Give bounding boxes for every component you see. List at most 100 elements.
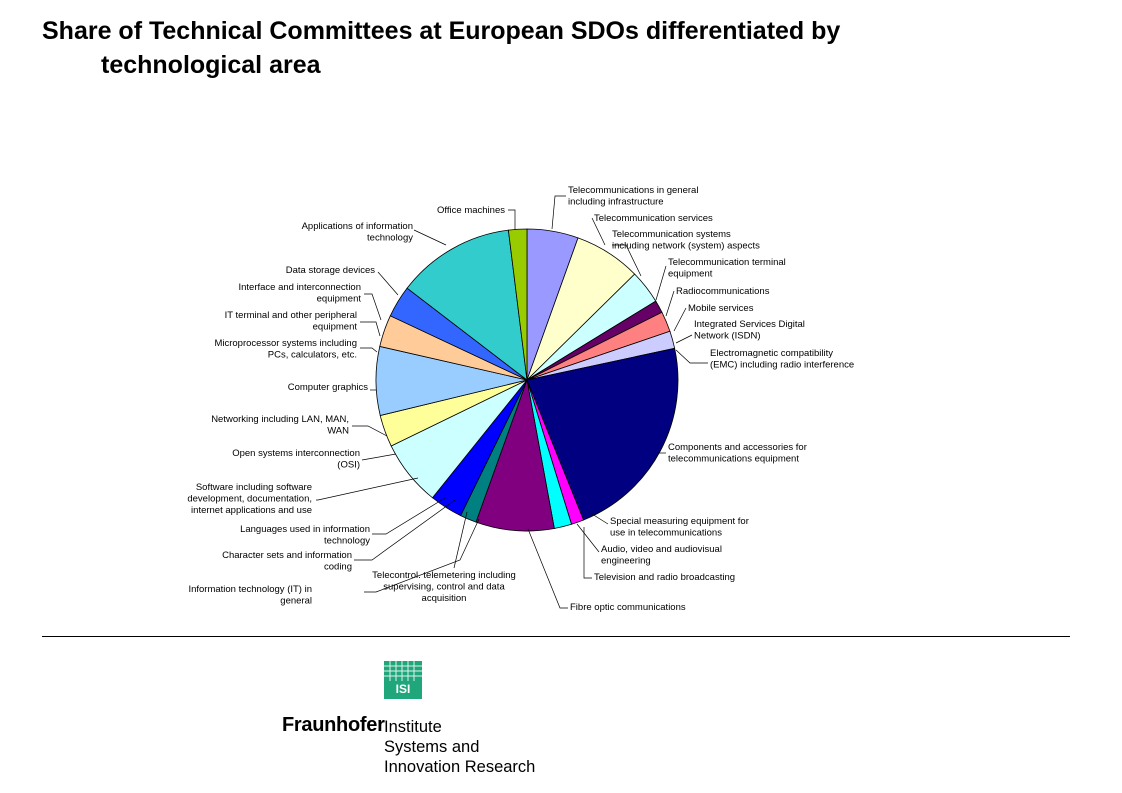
slice-label-line: (EMC) including radio interference [710, 360, 854, 371]
slice-label: Audio, video and audiovisual engineering [601, 544, 722, 567]
slice-label-line: Integrated Services Digital [694, 319, 805, 330]
institute-line-2: Systems and [384, 738, 480, 756]
title-line-1: Share of Technical Committees at Europea… [42, 17, 841, 45]
slice-label-line: Telecommunication systems [612, 229, 731, 240]
leader-line [377, 271, 399, 296]
slice-label-line: including infrastructure [568, 197, 664, 208]
slice-label-line: Computer graphics [288, 382, 369, 393]
slice-label-line: including network (system) aspects [612, 241, 760, 252]
leader-line [527, 528, 568, 609]
slice-label-line: Interface and interconnection [238, 282, 361, 293]
slice-label-line: Telecommunication services [594, 213, 713, 224]
leader-line [360, 321, 381, 337]
slice-label-line: Audio, video and audiovisual [601, 544, 722, 555]
slice-label-line: Mobile services [688, 303, 754, 314]
leader-line [413, 229, 447, 246]
leader-line [316, 477, 419, 501]
slice-label: Television and radio broadcasting [594, 572, 735, 583]
pie-slice [507, 228, 528, 381]
leader-line [675, 334, 693, 344]
slice-label-line: acquisition [422, 593, 467, 604]
slice-label-line: Software including software [196, 482, 312, 493]
slice-label: Electromagnetic compatibility (EMC) inclu… [710, 348, 854, 371]
slice-label: Languages used in information technology [240, 524, 370, 547]
slice-label-line: general [280, 596, 312, 607]
leader-line [453, 511, 468, 569]
slice-label: Applications of information technology [302, 221, 414, 244]
slice-label: Telecommunications in general including i… [568, 185, 698, 208]
slice-label-line: Components and accessories for [668, 442, 807, 453]
slice-label-line: technology [324, 536, 370, 547]
fraunhofer-logo-word: Fraunhofer [282, 714, 385, 736]
leader-line [673, 307, 687, 332]
leader-line [583, 527, 592, 579]
slide-title: Share of Technical Committees at Europea… [42, 14, 1042, 82]
slice-label-line: Languages used in information [240, 524, 370, 535]
slice-label-line: Information technology (IT) in [188, 584, 312, 595]
slice-label: Special measuring equipment for use in te… [610, 516, 749, 539]
slice-label-line: Electromagnetic compatibility [710, 348, 833, 359]
slice-label-line: coding [324, 562, 352, 573]
slice-label: Open systems interconnection (OSI) [232, 448, 360, 471]
leader-line [352, 425, 388, 437]
slice-label-line: Television and radio broadcasting [594, 572, 735, 583]
slice-label-line: technology [367, 233, 413, 244]
slice-label-line: use in telecommunications [610, 528, 722, 539]
leader-line [361, 453, 397, 461]
slice-label: Telecommunication services [594, 213, 713, 224]
pie-slice [406, 229, 528, 381]
logo-mark-text: ISI [396, 682, 411, 696]
slice-label-line: Telecommunication terminal [668, 257, 786, 268]
slice-label: Fibre optic communications [570, 602, 686, 613]
slice-label-line: Applications of information [302, 221, 413, 232]
slice-label-line: internet applications and use [191, 505, 312, 516]
slice-label-line: Telecontrol. telemetering including [372, 570, 516, 581]
slice-label-line: equipment [317, 294, 362, 305]
slice-label-line: equipment [313, 322, 358, 333]
slice-label: Microprocessor systems including PCs, cal… [214, 338, 357, 361]
slice-label-line: Character sets and information [222, 550, 352, 561]
slice-label-line: WAN [327, 426, 349, 437]
isi-logo-icon: ISI [384, 661, 422, 699]
slice-label-line: Open systems interconnection [232, 448, 360, 459]
slice-label: Mobile services [688, 303, 754, 314]
slice-label: IT terminal and other peripheral equipmen… [225, 310, 358, 333]
slice-label: Information technology (IT) in general [188, 584, 312, 607]
slice-label: Telecontrol. telemetering including super… [372, 570, 516, 604]
footer-divider [42, 636, 1070, 637]
slice-label-line: Office machines [437, 205, 505, 216]
slice-label-line: Network (ISDN) [694, 331, 761, 342]
slice-label: Interface and interconnection equipment [238, 282, 361, 305]
slice-label-line: Special measuring equipment for [610, 516, 749, 527]
slice-label: Computer graphics [288, 382, 369, 393]
leader-line [675, 349, 708, 364]
leader-line [576, 523, 600, 553]
leader-line [354, 499, 456, 561]
leader-line [551, 195, 566, 230]
slice-label-line: Data storage devices [286, 265, 375, 276]
slice-label: Software including software development, … [187, 482, 312, 516]
institute-line-3: Innovation Research [384, 758, 536, 776]
pie-labels: Telecommunications in general including i… [187, 185, 854, 613]
leader-line [591, 217, 606, 246]
slice-label-line: IT terminal and other peripheral [225, 310, 357, 321]
slice-label: Components and accessories for telecommun… [668, 442, 807, 465]
slice-label-line: Microprocessor systems including [214, 338, 357, 349]
leader-line [364, 518, 480, 593]
slice-label-line: PCs, calculators, etc. [268, 350, 357, 361]
institute-line-1: Institute [384, 718, 442, 736]
leader-line [665, 290, 675, 317]
slice-label-line: supervising, control and data [383, 582, 505, 593]
leader-line [364, 293, 382, 321]
leader-line [612, 244, 642, 277]
slice-label: Data storage devices [286, 265, 375, 276]
slice-label-line: Networking including LAN, MAN, [211, 414, 349, 425]
slice-label-line: equipment [668, 269, 713, 280]
pie-slice [526, 347, 679, 521]
slice-label: Integrated Services Digital Network (ISDN… [694, 319, 805, 342]
leader-line [591, 513, 609, 525]
leader-line [372, 497, 446, 535]
slice-label-line: Fibre optic communications [570, 602, 686, 613]
slice-label-line: Radiocommunications [676, 286, 770, 297]
slice-label: Telecommunication systems including netwo… [612, 229, 760, 252]
